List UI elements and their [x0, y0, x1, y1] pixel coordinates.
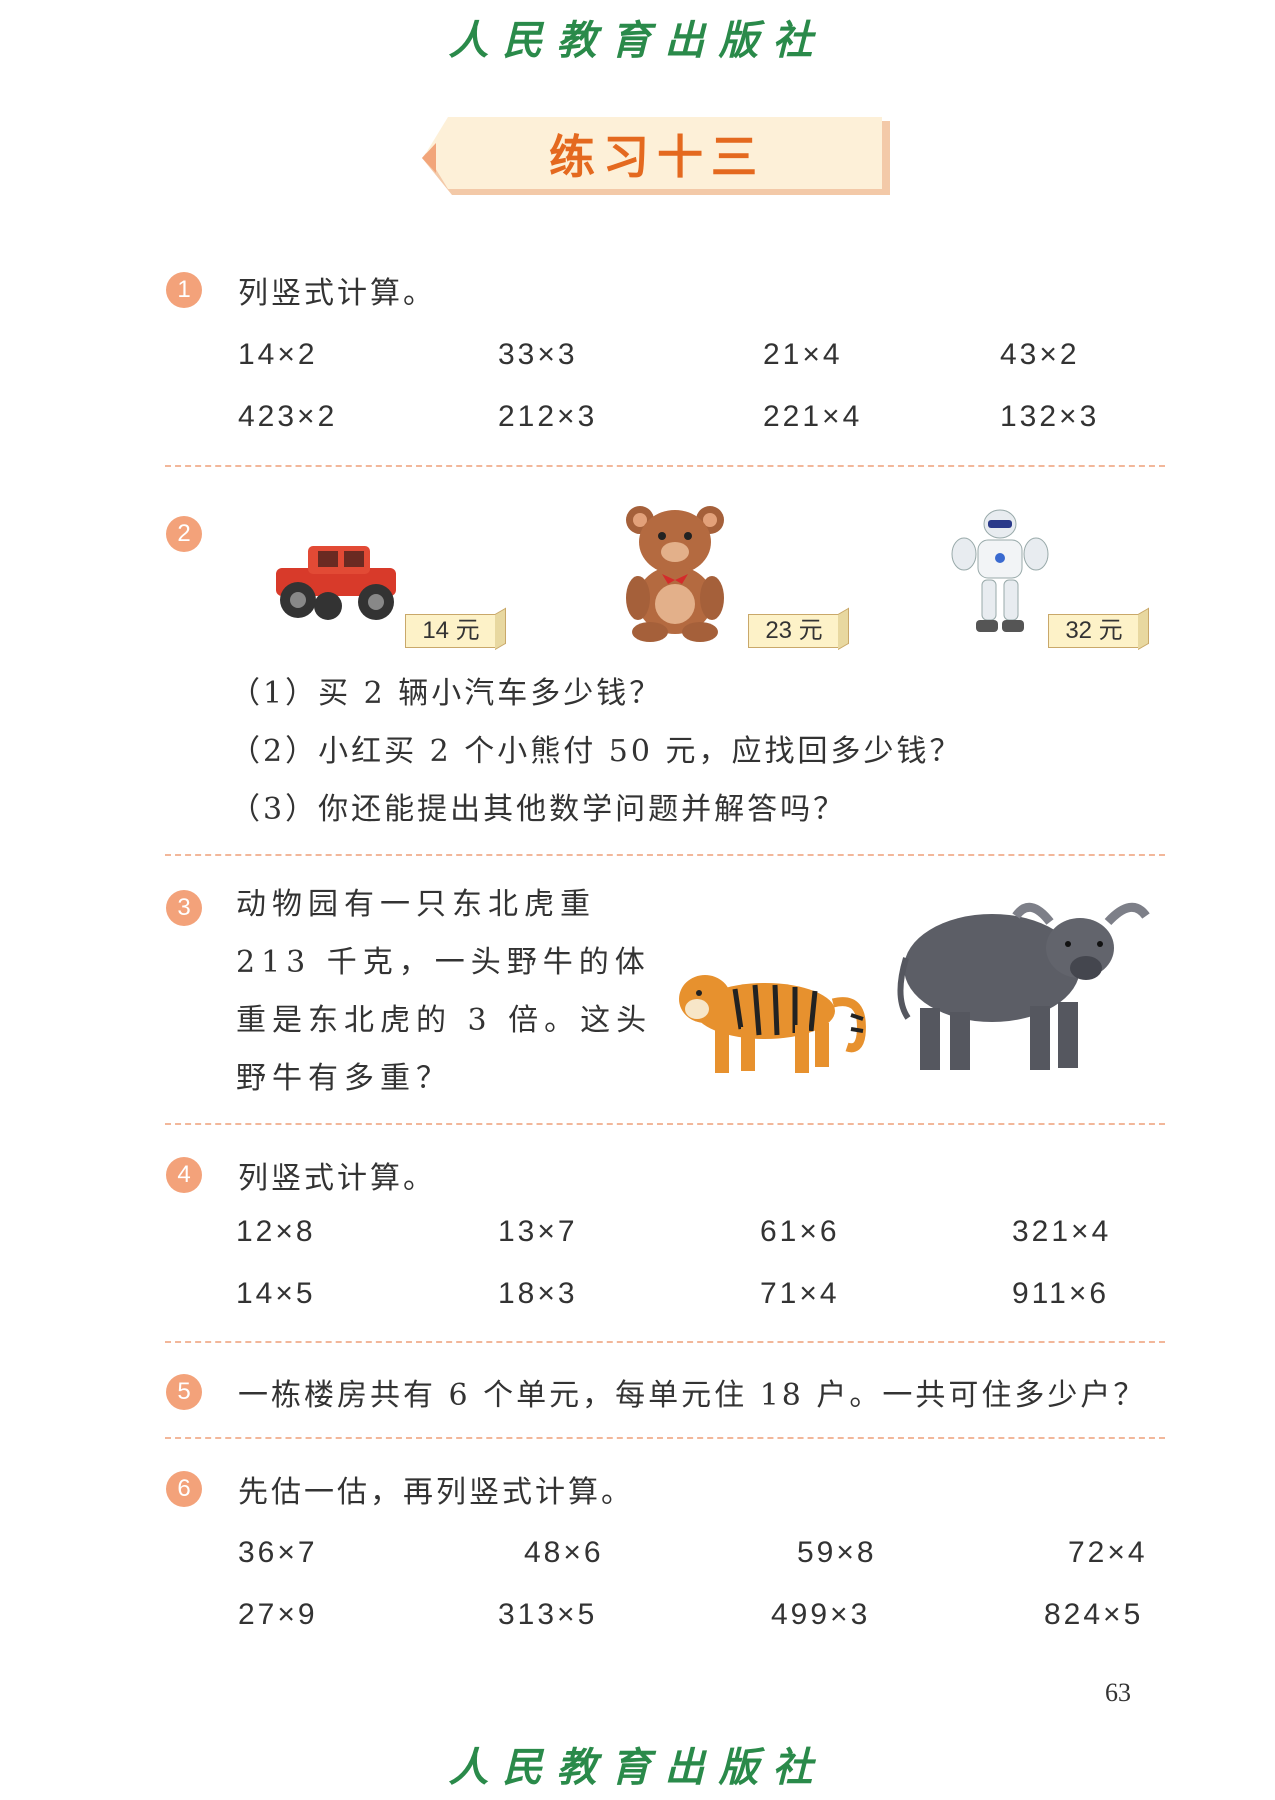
tiger-icon: [679, 975, 866, 1073]
calc-item: 72×4: [1068, 1536, 1148, 1569]
calc-item: 911×6: [1012, 1277, 1110, 1310]
price-tag: 32 元: [1048, 614, 1140, 648]
section-divider: [165, 1341, 1165, 1343]
calc-item: 61×6: [760, 1215, 840, 1248]
calc-item: 221×4: [763, 400, 863, 433]
sub-question: （1）买 2 辆小汽车多少钱？: [230, 676, 663, 711]
sub-question: （3）你还能提出其他数学问题并解答吗？: [230, 792, 847, 827]
toy-car-icon: [276, 546, 396, 620]
calc-item: 27×9: [238, 1598, 318, 1631]
calc-item: 132×3: [1000, 400, 1100, 433]
question-number-badge: 6: [166, 1471, 202, 1507]
calc-item: 321×4: [1012, 1215, 1112, 1248]
question-prompt: 先估一估，再列竖式计算。: [238, 1475, 634, 1510]
calc-item: 14×5: [236, 1277, 316, 1310]
price-tag: 23 元: [748, 614, 840, 648]
publisher-logo-top: 人民教育出版社: [448, 17, 827, 64]
page-number: 63: [1105, 1678, 1131, 1707]
price-tag: 14 元: [405, 614, 497, 648]
calc-item: 18×3: [498, 1277, 578, 1310]
title-banner: 练习十三: [422, 117, 892, 199]
question-number-badge: 4: [166, 1157, 202, 1193]
section-divider: [165, 854, 1165, 856]
paragraph-line: 野牛有多重？: [236, 1061, 452, 1096]
question-paragraph: 动物园有一只东北虎重 213 千克，一头野牛的体 重是东北虎的 3 倍。这头 野…: [236, 876, 652, 1108]
calc-item: 43×2: [1000, 338, 1080, 371]
calc-item: 13×7: [498, 1215, 578, 1248]
calc-item: 36×7: [238, 1536, 318, 1569]
calc-item: 48×6: [524, 1536, 604, 1569]
sub-question: （2）小红买 2 个小熊付 50 元，应找回多少钱？: [230, 734, 963, 769]
question-prompt: 列竖式计算。: [238, 1161, 436, 1196]
robot-icon: [951, 509, 1049, 632]
calc-item: 14×2: [238, 338, 318, 371]
buffalo-icon: [897, 902, 1150, 1070]
section-divider: [165, 1123, 1165, 1125]
paragraph-line: 重是东北虎的 3 倍。这头: [236, 1003, 653, 1038]
page-title: 练习十三: [549, 130, 765, 184]
calc-item: 423×2: [238, 400, 338, 433]
calc-item: 313×5: [498, 1598, 598, 1631]
calc-item: 212×3: [498, 400, 598, 433]
publisher-logo-bottom: 人民教育出版社: [448, 1744, 827, 1791]
paragraph-line: 213 千克，一头野牛的体: [236, 945, 651, 980]
calc-item: 59×8: [797, 1536, 877, 1569]
calc-item: 12×8: [236, 1215, 316, 1248]
question-number-badge: 5: [166, 1374, 202, 1410]
teddy-bear-icon: [626, 506, 724, 642]
question-prompt: 列竖式计算。: [238, 276, 436, 311]
calc-item: 499×3: [771, 1598, 871, 1631]
question-number-badge: 2: [166, 516, 202, 552]
section-divider: [165, 465, 1165, 467]
paragraph-line: 动物园有一只东北虎重: [236, 887, 596, 922]
section-divider: [165, 1437, 1165, 1439]
question-number-badge: 3: [166, 890, 202, 926]
calc-item: 21×4: [763, 338, 843, 371]
banner-shape: [422, 117, 890, 195]
calc-item: 71×4: [760, 1277, 840, 1310]
question-prompt: 一栋楼房共有 6 个单元，每单元住 18 户。一共可住多少户？: [238, 1378, 1147, 1413]
calc-item: 33×3: [498, 338, 578, 371]
calc-item: 824×5: [1044, 1598, 1144, 1631]
question-number-badge: 1: [166, 272, 202, 308]
